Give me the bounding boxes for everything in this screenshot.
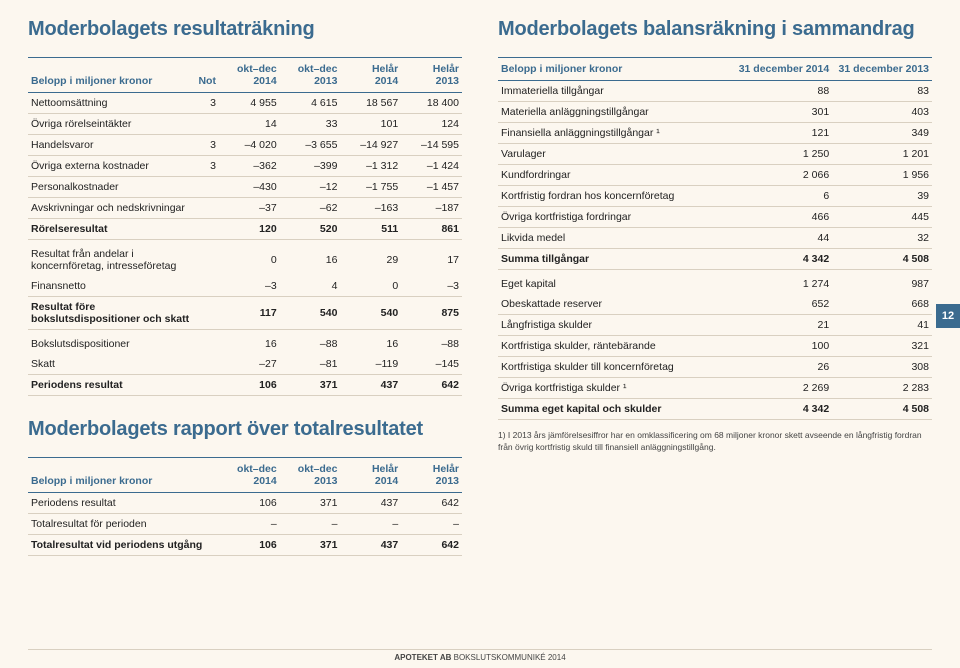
table-row: Summa eget kapital och skulder4 3424 508: [498, 399, 932, 420]
col-header: Belopp i miljoner kronor: [28, 58, 193, 93]
page-footer: APOTEKET AB BOKSLUTSKOMMUNIKÉ 2014: [28, 649, 932, 662]
table-row: Eget kapital1 274987: [498, 270, 932, 295]
col-header: Helår2013: [401, 58, 462, 93]
col-header: 31 december 2014: [732, 58, 832, 81]
table-row: Kortfristiga skulder till koncernföretag…: [498, 357, 932, 378]
table-row: Övriga kortfristiga skulder ¹2 2692 283: [498, 378, 932, 399]
col-header: Not: [193, 58, 219, 93]
right-column: Moderbolagets balansräkning i sammandrag…: [498, 18, 932, 556]
table-row: Resultat från andelar i koncernföretag, …: [28, 240, 462, 277]
table-row: Rörelseresultat120520511861: [28, 219, 462, 240]
col-header: Belopp i miljoner kronor: [28, 458, 219, 493]
footer-company: APOTEKET AB: [394, 653, 451, 662]
table-row: Totalresultat för perioden––––: [28, 514, 462, 535]
table-row: Övriga kortfristiga fordringar466445: [498, 207, 932, 228]
table-row: Långfristiga skulder2141: [498, 315, 932, 336]
total-result-title: Moderbolagets rapport över totalresultat…: [28, 418, 462, 441]
col-header: okt–dec2013: [280, 58, 341, 93]
table-row: Handelsvaror3–4 020–3 655–14 927–14 595: [28, 135, 462, 156]
table-row: Finansiella anläggningstillgångar ¹12134…: [498, 123, 932, 144]
table-row: Bokslutsdispositioner16–8816–88: [28, 330, 462, 355]
col-header: Helår2014: [340, 458, 401, 493]
col-header: Helår2014: [340, 58, 401, 93]
income-statement-table: Belopp i miljoner kronorNotokt–dec2014ok…: [28, 57, 462, 396]
table-row: Periodens resultat106371437642: [28, 493, 462, 514]
table-row: Personalkostnader–430–12–1 755–1 457: [28, 177, 462, 198]
table-row: Immateriella tillgångar8883: [498, 81, 932, 102]
table-row: Finansnetto–340–3: [28, 276, 462, 297]
table-row: Kundfordringar2 0661 956: [498, 165, 932, 186]
table-row: Kortfristiga skulder, räntebärande100321: [498, 336, 932, 357]
table-row: Kortfristig fordran hos koncernföretag63…: [498, 186, 932, 207]
income-statement-title: Moderbolagets resultaträkning: [28, 18, 462, 41]
col-header: okt–dec2014: [219, 458, 280, 493]
col-header: Belopp i miljoner kronor: [498, 58, 732, 81]
footer-doc: BOKSLUTSKOMMUNIKÉ 2014: [451, 653, 565, 662]
table-row: Obeskattade reserver652668: [498, 294, 932, 315]
balance-sheet-table: Belopp i miljoner kronor31 december 2014…: [498, 57, 932, 420]
table-row: Periodens resultat106371437642: [28, 375, 462, 396]
balance-sheet-title: Moderbolagets balansräkning i sammandrag: [498, 18, 932, 41]
col-header: Helår2013: [401, 458, 462, 493]
balance-footnote: 1) I 2013 års jämförelsesiffror har en o…: [498, 430, 932, 453]
total-result-table: Belopp i miljoner kronorokt–dec2014okt–d…: [28, 457, 462, 556]
table-row: Avskrivningar och nedskrivningar–37–62–1…: [28, 198, 462, 219]
table-row: Övriga externa kostnader3–362–399–1 312–…: [28, 156, 462, 177]
col-header: okt–dec2014: [219, 58, 280, 93]
table-row: Nettoomsättning34 9554 61518 56718 400: [28, 93, 462, 114]
table-row: Skatt–27–81–119–145: [28, 354, 462, 375]
table-row: Resultat före bokslutsdispositioner och …: [28, 297, 462, 330]
table-row: Materiella anläggningstillgångar301403: [498, 102, 932, 123]
col-header: 31 december 2013: [832, 58, 932, 81]
table-row: Likvida medel4432: [498, 228, 932, 249]
table-row: Varulager1 2501 201: [498, 144, 932, 165]
table-row: Summa tillgångar4 3424 508: [498, 249, 932, 270]
table-row: Övriga rörelseintäkter1433101124: [28, 114, 462, 135]
left-column: Moderbolagets resultaträkning Belopp i m…: [28, 18, 462, 556]
table-row: Totalresultat vid periodens utgång106371…: [28, 535, 462, 556]
page-number-tab: 12: [936, 304, 960, 328]
col-header: okt–dec2013: [280, 458, 341, 493]
